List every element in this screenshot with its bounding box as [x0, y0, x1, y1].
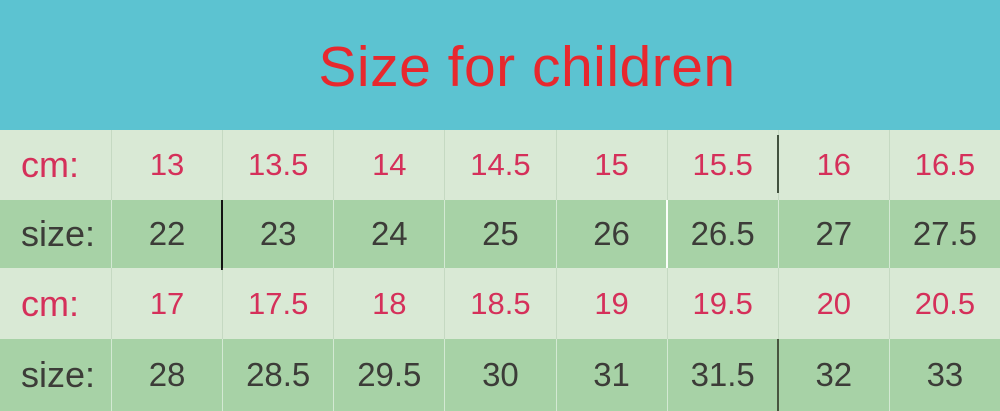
size-value: 29.5	[333, 339, 444, 411]
size-value: 27.5	[888, 200, 1000, 268]
page-title: Size for children	[318, 35, 736, 99]
cm-value: 15.5	[666, 130, 778, 200]
size-value: 28.5	[222, 339, 333, 411]
cm-value: 16.5	[888, 130, 1000, 200]
cm-value: 14	[333, 130, 444, 200]
size-table: cm: 13 13.5 14 14.5 15 15.5 16 16.5 size…	[0, 130, 1000, 411]
size-value: 33	[888, 339, 1000, 411]
cm-value: 16	[776, 130, 889, 200]
table-row-size-2: size: 28 28.5 29.5 30 31 31.5 32 33	[0, 339, 1000, 411]
size-value: 25	[444, 200, 555, 268]
cm-value: 20	[777, 268, 889, 339]
size-value: 26.5	[665, 200, 778, 268]
size-value: 28	[111, 339, 222, 411]
row-label-size: size:	[21, 213, 96, 254]
table-row-cm-2: cm: 17 17.5 18 18.5 19 19.5 20 20.5	[0, 268, 1000, 339]
cm-value: 20.5	[888, 268, 1000, 339]
size-value: 24	[333, 200, 444, 268]
size-value: 23	[221, 200, 333, 270]
size-value: 31	[555, 339, 667, 411]
cm-value: 13	[111, 130, 222, 200]
row-label-size: size:	[21, 354, 96, 395]
size-value: 32	[776, 339, 889, 411]
header-banner: Size for children	[0, 0, 1000, 130]
table-row-cm-1: cm: 13 13.5 14 14.5 15 15.5 16 16.5	[0, 130, 1000, 200]
size-value: 27	[777, 200, 889, 268]
size-value: 22	[111, 200, 222, 268]
cm-value: 17.5	[222, 268, 333, 339]
row-label-cm: cm:	[21, 282, 79, 324]
cm-value: 19	[555, 268, 667, 339]
row-label-cm: cm:	[21, 144, 79, 185]
cm-value: 18	[333, 268, 444, 339]
size-value: 31.5	[666, 339, 778, 411]
cm-value: 14.5	[444, 130, 555, 200]
cm-value: 18.5	[444, 268, 555, 339]
size-value: 26	[555, 200, 667, 268]
cm-value: 17	[111, 268, 222, 339]
cm-value: 15	[555, 130, 667, 200]
table-row-size-1: size: 22 23 24 25 26 26.5 27 27.5	[0, 200, 1000, 270]
cm-value: 19.5	[666, 268, 778, 339]
size-value: 30	[444, 339, 555, 411]
cm-value: 13.5	[222, 130, 333, 200]
